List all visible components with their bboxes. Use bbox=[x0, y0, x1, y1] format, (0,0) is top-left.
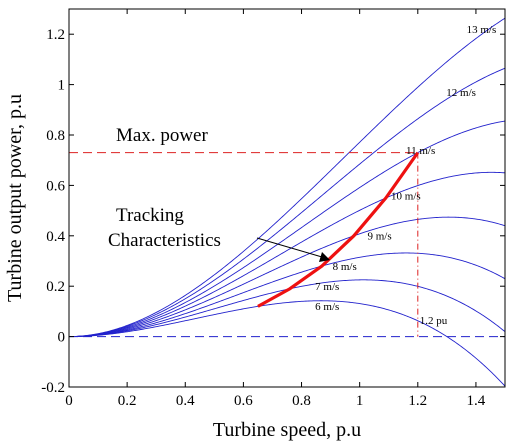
plot-frame bbox=[68, 8, 506, 388]
reference-lines: 1.2 pu bbox=[69, 152, 505, 338]
x-tick-label: 1.2 bbox=[408, 393, 427, 409]
wind-speed-label: 7 m/s bbox=[315, 281, 339, 293]
wind-speed-label: 6 m/s bbox=[315, 301, 339, 313]
power-curve-line bbox=[69, 300, 506, 387]
wind-speed-label: 9 m/s bbox=[367, 231, 391, 243]
y-tick-label: 0 bbox=[58, 330, 66, 346]
y-tick-label: 0.2 bbox=[46, 279, 65, 295]
x-tick-label: 0.2 bbox=[118, 393, 137, 409]
y-tick-label: 0.4 bbox=[46, 229, 65, 245]
x-tick-label: 1.4 bbox=[467, 393, 486, 409]
x-tick-label: 1 bbox=[356, 393, 364, 409]
rated-speed-label: 1.2 pu bbox=[420, 315, 448, 327]
power-curve-line bbox=[68, 67, 506, 338]
x-tick-label: 0.6 bbox=[234, 393, 253, 409]
tracking-curve-group bbox=[257, 151, 420, 308]
x-tick-label: 0.8 bbox=[292, 393, 311, 409]
y-tick-label: 0.6 bbox=[46, 178, 65, 194]
wind-speed-label: 8 m/s bbox=[333, 261, 357, 273]
y-tick-label: 0.8 bbox=[46, 128, 65, 144]
y-tick-label: 1 bbox=[58, 78, 66, 94]
annotation-max-power: Max. power bbox=[116, 125, 208, 146]
power-curve-line bbox=[68, 120, 506, 338]
wind-speed-label: 13 m/s bbox=[467, 24, 497, 36]
tracking-annotation-arrow bbox=[256, 237, 323, 258]
wind-speed-label: 12 m/s bbox=[446, 87, 476, 99]
power-curve-line bbox=[68, 216, 506, 338]
power-curve-line bbox=[68, 171, 506, 338]
power-curve-line bbox=[69, 252, 506, 338]
power-curve-line bbox=[68, 17, 506, 338]
wind-speed-labels: 6 m/s 7 m/s 8 m/s 9 m/s 10 m/s 11 m/s 12 m/s 13… bbox=[315, 24, 496, 313]
tracking-annotation-arrowhead bbox=[319, 252, 330, 262]
wind-speed-label: 10 m/s bbox=[391, 190, 421, 202]
y-tick-label: -0.2 bbox=[41, 380, 65, 396]
annotation-tracking-line2: Characteristics bbox=[108, 230, 221, 251]
x-tick-label: 0 bbox=[65, 393, 73, 409]
y-tick-label: 1.2 bbox=[46, 27, 65, 43]
y-axis-title: Turbine output power, p.u bbox=[4, 94, 26, 302]
annotation-tracking-line1: Tracking bbox=[116, 205, 184, 226]
x-axis-ticks: 0 0.2 0.4 0.6 0.8 1 1.2 1.4 bbox=[65, 9, 486, 409]
x-axis-title: Turbine speed, p.u bbox=[213, 419, 361, 441]
y-axis-ticks: -0.2 0 0.2 0.4 0.6 0.8 1 1.2 bbox=[41, 27, 505, 396]
tracking-curve-line bbox=[257, 151, 420, 308]
wind-speed-label: 11 m/s bbox=[406, 145, 435, 157]
x-tick-label: 0.4 bbox=[176, 393, 195, 409]
